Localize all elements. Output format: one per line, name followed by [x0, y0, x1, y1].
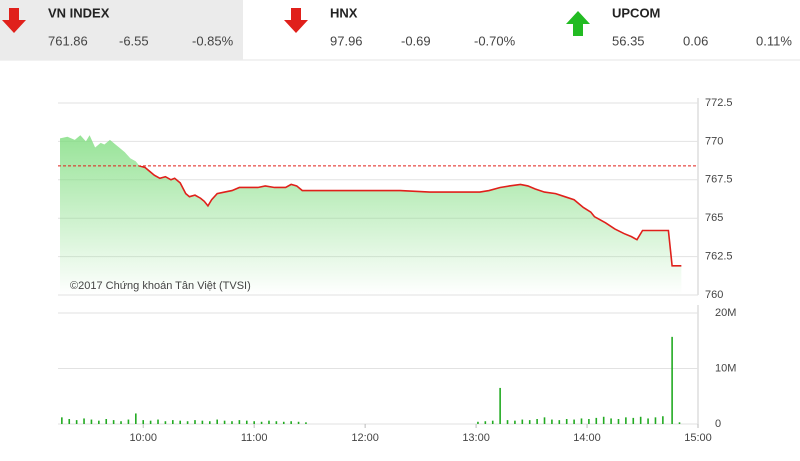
index-value: 97.96	[330, 33, 363, 48]
volume-bar	[164, 421, 167, 424]
y-tick-label: 762.5	[705, 251, 733, 263]
annotation: ©2017 Chứng khoán Tân Việt (TVSI)	[70, 280, 251, 292]
volume-bar	[231, 421, 233, 424]
volume-bar	[75, 420, 78, 424]
volume-bar	[573, 419, 575, 424]
y-tick-label: 0	[715, 418, 721, 430]
index-change: -0.69	[401, 33, 431, 48]
volume-bar	[671, 336, 673, 424]
index-name: HNX	[330, 5, 358, 20]
volume-bar	[208, 421, 211, 424]
volume-bar	[588, 419, 590, 424]
x-tick-label: 10:00	[129, 432, 157, 444]
volume-bar	[149, 420, 152, 424]
index-percent: -0.70%	[474, 33, 516, 48]
y-tick-label: 20M	[715, 307, 736, 319]
volume-bar	[282, 421, 285, 424]
volume-bar	[105, 419, 108, 424]
volume-bar	[238, 420, 241, 424]
volume-bar	[216, 419, 218, 424]
volume-bar	[654, 417, 657, 424]
volume-bar	[305, 422, 307, 424]
volume-bar	[565, 419, 568, 424]
volume-bar	[223, 420, 226, 424]
volume-bar	[157, 419, 159, 424]
volume-bar	[83, 418, 85, 424]
volume-bar	[647, 418, 649, 424]
index-change: -6.55	[119, 33, 149, 48]
index-percent: 0.11%	[756, 33, 792, 48]
volume-bar	[514, 420, 516, 424]
y-tick-label: 765	[705, 212, 723, 224]
volume-bar	[194, 420, 196, 424]
volume-bar	[112, 420, 115, 424]
volume-bar	[558, 420, 561, 424]
x-tick-label: 15:00	[684, 432, 712, 444]
volume-bar	[543, 417, 546, 424]
volume-bar	[625, 417, 627, 424]
index-name: VN INDEX	[48, 5, 110, 20]
y-tick-label: 760	[705, 289, 723, 301]
volume-bar	[484, 421, 487, 424]
volume-bar	[253, 421, 255, 424]
price-area	[60, 135, 682, 295]
volume-bar	[595, 417, 598, 424]
volume-bar	[491, 420, 494, 424]
volume-bar	[678, 422, 681, 424]
volume-bar	[179, 420, 182, 424]
index-value: 761.86	[48, 33, 88, 48]
index-value: 56.35	[612, 33, 645, 48]
x-tick-label: 12:00	[351, 432, 379, 444]
volume-bar	[499, 387, 501, 424]
volume-bar	[186, 421, 189, 424]
direction-arrow	[566, 11, 590, 36]
volume-bar	[602, 416, 605, 424]
x-tick-label: 14:00	[573, 432, 601, 444]
volume-bar	[297, 421, 300, 424]
index-name: UPCOM	[612, 5, 660, 20]
volume-bar	[268, 420, 270, 424]
volume-bar	[127, 419, 130, 424]
y-tick-label: 767.5	[705, 174, 733, 186]
volume-bar	[120, 421, 122, 424]
volume-bar	[68, 419, 71, 424]
volume-bar	[528, 420, 531, 424]
volume-bar	[135, 413, 137, 424]
volume-bar	[617, 419, 620, 424]
volume-bar	[275, 421, 278, 424]
volume-bar	[639, 416, 642, 424]
volume-bar	[477, 421, 479, 424]
direction-arrow	[2, 8, 26, 33]
volume-bar	[245, 420, 248, 424]
y-tick-label: 770	[705, 135, 723, 147]
volume-bar	[662, 416, 664, 424]
volume-bar	[536, 419, 538, 424]
volume-bar	[142, 420, 145, 424]
volume-bar	[172, 420, 174, 424]
direction-arrow	[284, 8, 308, 33]
volume-bar	[201, 420, 204, 424]
volume-bar	[90, 419, 93, 424]
x-tick-label: 13:00	[462, 432, 490, 444]
volume-bar	[260, 421, 263, 424]
y-tick-label: 10M	[715, 362, 736, 374]
volume-bar	[61, 417, 63, 424]
index-change: 0.06	[683, 33, 708, 48]
volume-bar	[506, 420, 509, 424]
highlight-panel	[0, 0, 243, 60]
volume-bar	[632, 417, 635, 424]
volume-bar	[551, 419, 553, 424]
y-tick-label: 772.5	[705, 97, 733, 109]
volume-bar	[580, 418, 583, 424]
volume-bar	[610, 418, 612, 424]
price-line	[138, 165, 682, 267]
index-percent: -0.85%	[192, 33, 234, 48]
volume-bar	[98, 420, 100, 424]
x-tick-label: 11:00	[241, 432, 268, 444]
volume-bar	[290, 421, 292, 424]
volume-bar	[521, 419, 524, 424]
